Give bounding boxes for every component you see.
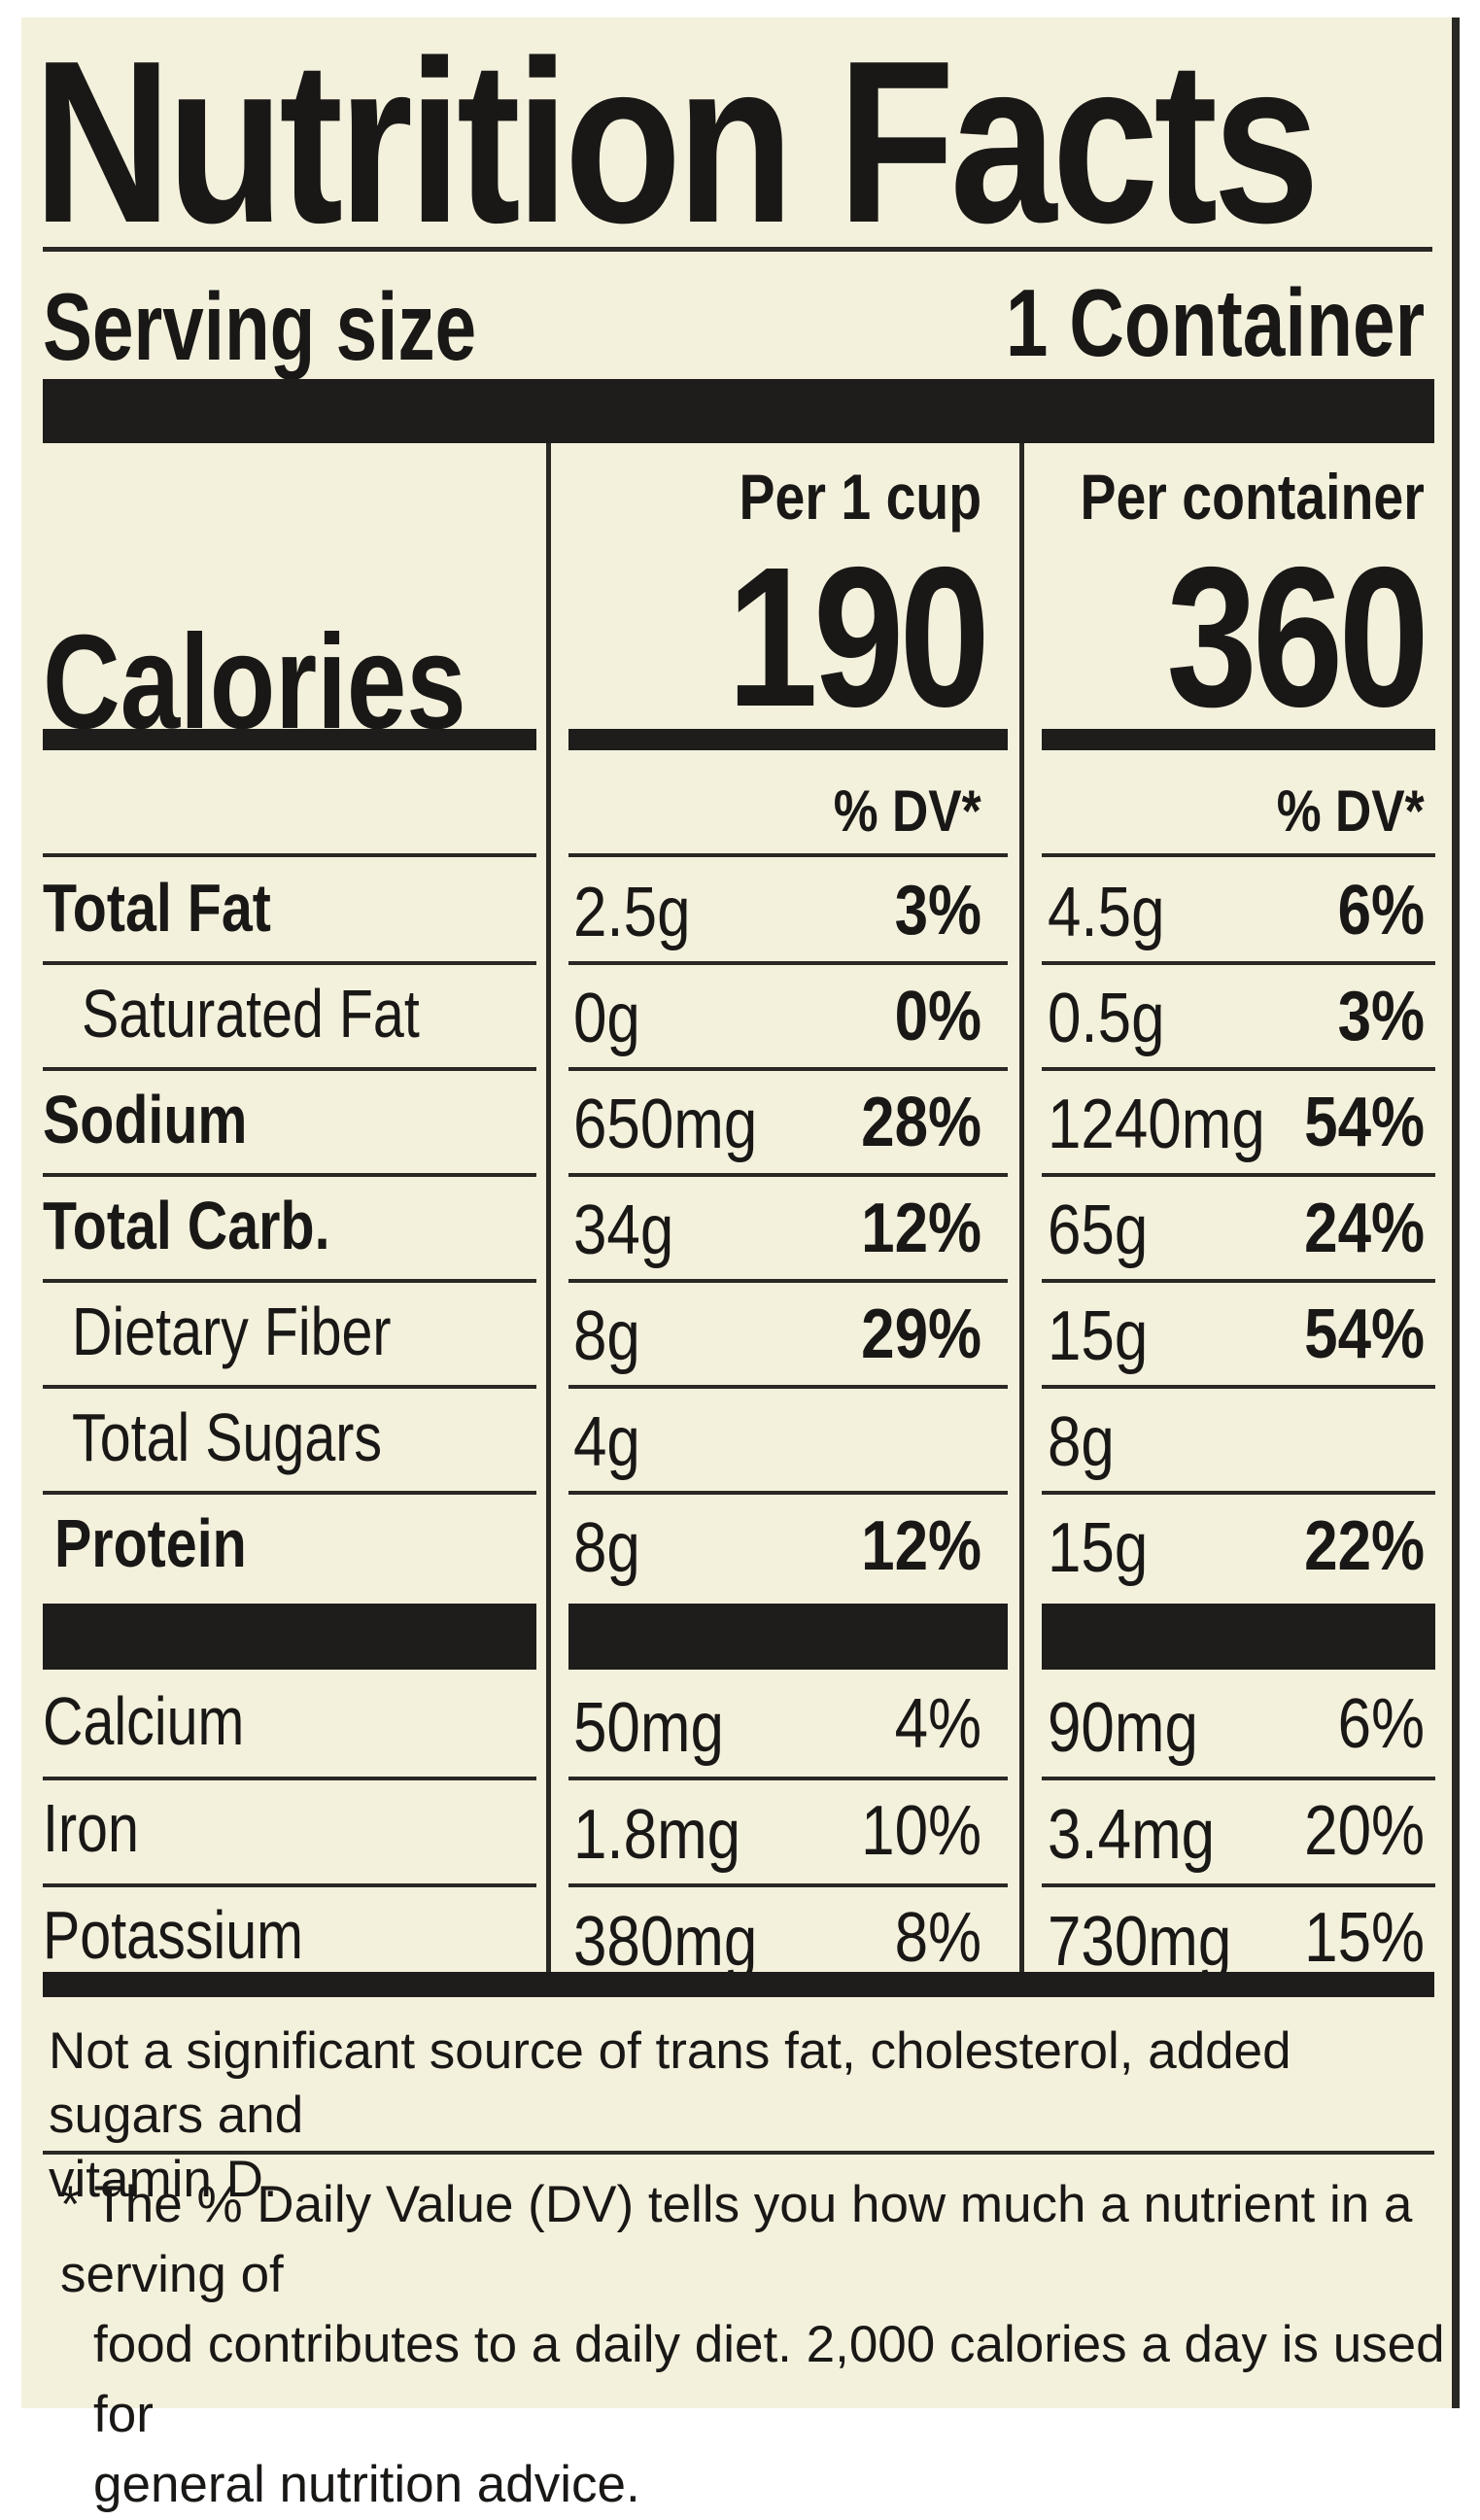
- col1-amount: 8g: [573, 1509, 640, 1587]
- col1-amount: 8g: [573, 1297, 640, 1375]
- row-divider: [568, 1385, 1008, 1389]
- col2-amount: 65g: [1048, 1191, 1149, 1269]
- column-divider: [1019, 443, 1024, 1972]
- col2-amount: 1240mg: [1048, 1086, 1265, 1163]
- col1-dv: 29%: [861, 1295, 981, 1373]
- col1-amount: 34g: [573, 1191, 674, 1269]
- row-divider: [1042, 1777, 1435, 1780]
- mineral-name: Iron: [43, 1790, 139, 1866]
- serving-size-label: Serving size: [43, 273, 477, 380]
- row-divider: [568, 961, 1008, 965]
- col1-dv: 4%: [894, 1685, 981, 1763]
- row-divider: [1042, 1173, 1435, 1177]
- row-divider: [43, 961, 536, 965]
- row-divider: [568, 1491, 1008, 1495]
- dv-header-col2: % DV*: [1277, 778, 1425, 844]
- row-divider: [1042, 1883, 1435, 1887]
- serving-size-value: 1 Container: [1005, 269, 1425, 376]
- row-divider: [43, 1279, 536, 1283]
- calories-divider: [43, 729, 536, 750]
- col1-header: Per 1 cup: [739, 461, 981, 533]
- col2-amount: 90mg: [1048, 1689, 1198, 1767]
- col2-dv: 3%: [1337, 978, 1425, 1055]
- col1-dv: 12%: [861, 1190, 981, 1267]
- col2-dv: 54%: [1304, 1084, 1425, 1161]
- row-divider: [568, 1279, 1008, 1283]
- row-divider: [1042, 961, 1435, 965]
- calories-col2: 360: [1166, 526, 1429, 748]
- col2-dv: 54%: [1304, 1295, 1425, 1373]
- row-divider: [1042, 853, 1435, 857]
- mineral-name: Potassium: [43, 1897, 303, 1973]
- nutrient-name: Total Carb.: [43, 1188, 330, 1263]
- col2-dv: 22%: [1304, 1507, 1425, 1585]
- row-divider: [568, 1777, 1008, 1780]
- column-divider: [546, 443, 551, 1972]
- col1-dv: 10%: [861, 1792, 981, 1870]
- col2-dv: 20%: [1304, 1792, 1425, 1870]
- row-divider: [568, 853, 1008, 857]
- col2-dv: 6%: [1337, 1685, 1425, 1763]
- row-divider: [43, 1067, 536, 1071]
- divider: [43, 247, 1432, 252]
- calories-divider: [1042, 729, 1435, 750]
- col2-dv: 6%: [1337, 872, 1425, 949]
- divider: [43, 2151, 1434, 2155]
- col1-dv: 3%: [894, 872, 981, 949]
- col2-amount: 730mg: [1048, 1903, 1232, 1981]
- mineral-name: Calcium: [43, 1683, 245, 1759]
- row-divider: [568, 1067, 1008, 1071]
- col1-dv: 0%: [894, 978, 981, 1055]
- row-divider: [43, 1883, 536, 1887]
- col2-amount: 15g: [1048, 1509, 1149, 1587]
- label-title: Nutrition Facts: [33, 14, 1320, 271]
- col1-amount: 50mg: [573, 1689, 724, 1767]
- col1-amount: 0g: [573, 980, 640, 1057]
- row-divider: [1042, 1385, 1435, 1389]
- row-divider: [1042, 1491, 1435, 1495]
- col2-header: Per container: [1080, 461, 1425, 533]
- col2-amount: 15g: [1048, 1297, 1149, 1375]
- col1-dv: 8%: [894, 1899, 981, 1977]
- nutrient-name: Total Fat: [43, 870, 271, 946]
- footnote-dv: * The % Daily Value (DV) tells you how m…: [60, 2176, 1445, 2513]
- row-divider: [43, 1385, 536, 1389]
- col2-dv: 15%: [1304, 1899, 1425, 1977]
- nutrient-name: Protein: [54, 1505, 247, 1581]
- nutrition-label: Nutrition Facts Serving size 1 Container…: [21, 14, 1460, 2513]
- row-divider: [1042, 1067, 1435, 1071]
- col1-amount: 1.8mg: [573, 1796, 741, 1874]
- calories-divider: [568, 729, 1008, 750]
- row-divider: [43, 1491, 536, 1495]
- dv-header-col1: % DV*: [834, 778, 981, 844]
- col1-amount: 2.5g: [573, 874, 691, 951]
- col2-amount: 0.5g: [1048, 980, 1165, 1057]
- calories-col1: 190: [727, 526, 990, 748]
- col1-amount: 650mg: [573, 1086, 758, 1163]
- nutrient-name: Sodium: [43, 1082, 248, 1157]
- row-divider: [568, 1883, 1008, 1887]
- col1-dv: 28%: [861, 1084, 981, 1161]
- thick-divider: [43, 379, 1434, 443]
- thick-divider: [43, 1604, 536, 1670]
- nutrient-name: Total Sugars: [72, 1399, 383, 1475]
- col2-amount: 8g: [1048, 1403, 1115, 1481]
- col2-amount: 4.5g: [1048, 874, 1165, 951]
- row-divider: [43, 1777, 536, 1780]
- thick-divider: [568, 1604, 1008, 1670]
- col1-amount: 4g: [573, 1403, 640, 1481]
- col1-amount: 380mg: [573, 1903, 758, 1981]
- row-divider: [43, 853, 536, 857]
- row-divider: [568, 1173, 1008, 1177]
- thick-divider: [43, 1972, 1434, 1997]
- nutrient-name: Dietary Fiber: [72, 1294, 392, 1369]
- row-divider: [43, 1173, 536, 1177]
- row-divider: [1042, 1279, 1435, 1283]
- col2-amount: 3.4mg: [1048, 1796, 1216, 1874]
- footnote-source: Not a significant source of trans fat, c…: [49, 2022, 1291, 2208]
- col1-dv: 12%: [861, 1507, 981, 1585]
- thick-divider: [1042, 1604, 1435, 1670]
- nutrient-name: Saturated Fat: [82, 976, 420, 1052]
- col2-dv: 24%: [1304, 1190, 1425, 1267]
